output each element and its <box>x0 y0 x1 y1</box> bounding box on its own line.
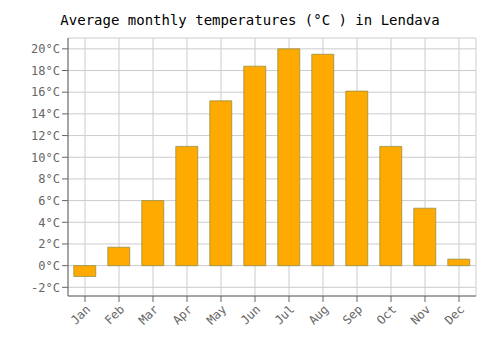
svg-text:2°C: 2°C <box>38 237 60 251</box>
svg-text:16°C: 16°C <box>31 85 60 99</box>
svg-text:0°C: 0°C <box>38 259 60 273</box>
html-text:Average monthly temperatures (: Average monthly temperatures (°C ) in Le… <box>60 12 440 28</box>
svg-text:-2°C: -2°C <box>31 281 60 295</box>
svg-text:Jun: Jun <box>238 302 263 327</box>
svg-text:Sep: Sep <box>340 302 365 327</box>
svg-text:Jan: Jan <box>68 302 93 327</box>
svg-text:6°C: 6°C <box>38 194 60 208</box>
svg-text:20°C: 20°C <box>31 42 60 56</box>
svg-text:Feb: Feb <box>102 302 127 327</box>
svg-text:4°C: 4°C <box>38 216 60 230</box>
svg-text:18°C: 18°C <box>31 64 60 78</box>
svg-text:Mar: Mar <box>136 302 161 327</box>
svg-text:Aug: Aug <box>306 302 331 327</box>
svg-text:Dec: Dec <box>442 302 467 327</box>
svg-text:12°C: 12°C <box>31 129 60 143</box>
svg-text:Apr: Apr <box>170 302 195 327</box>
svg-text:Jul: Jul <box>272 302 297 327</box>
svg-text:10°C: 10°C <box>31 151 60 165</box>
svg-text:8°C: 8°C <box>38 172 60 186</box>
svg-text:Nov: Nov <box>408 302 433 327</box>
svg-text:May: May <box>204 302 229 327</box>
svg-text:14°C: 14°C <box>31 107 60 121</box>
svg-text:Oct: Oct <box>374 302 399 327</box>
